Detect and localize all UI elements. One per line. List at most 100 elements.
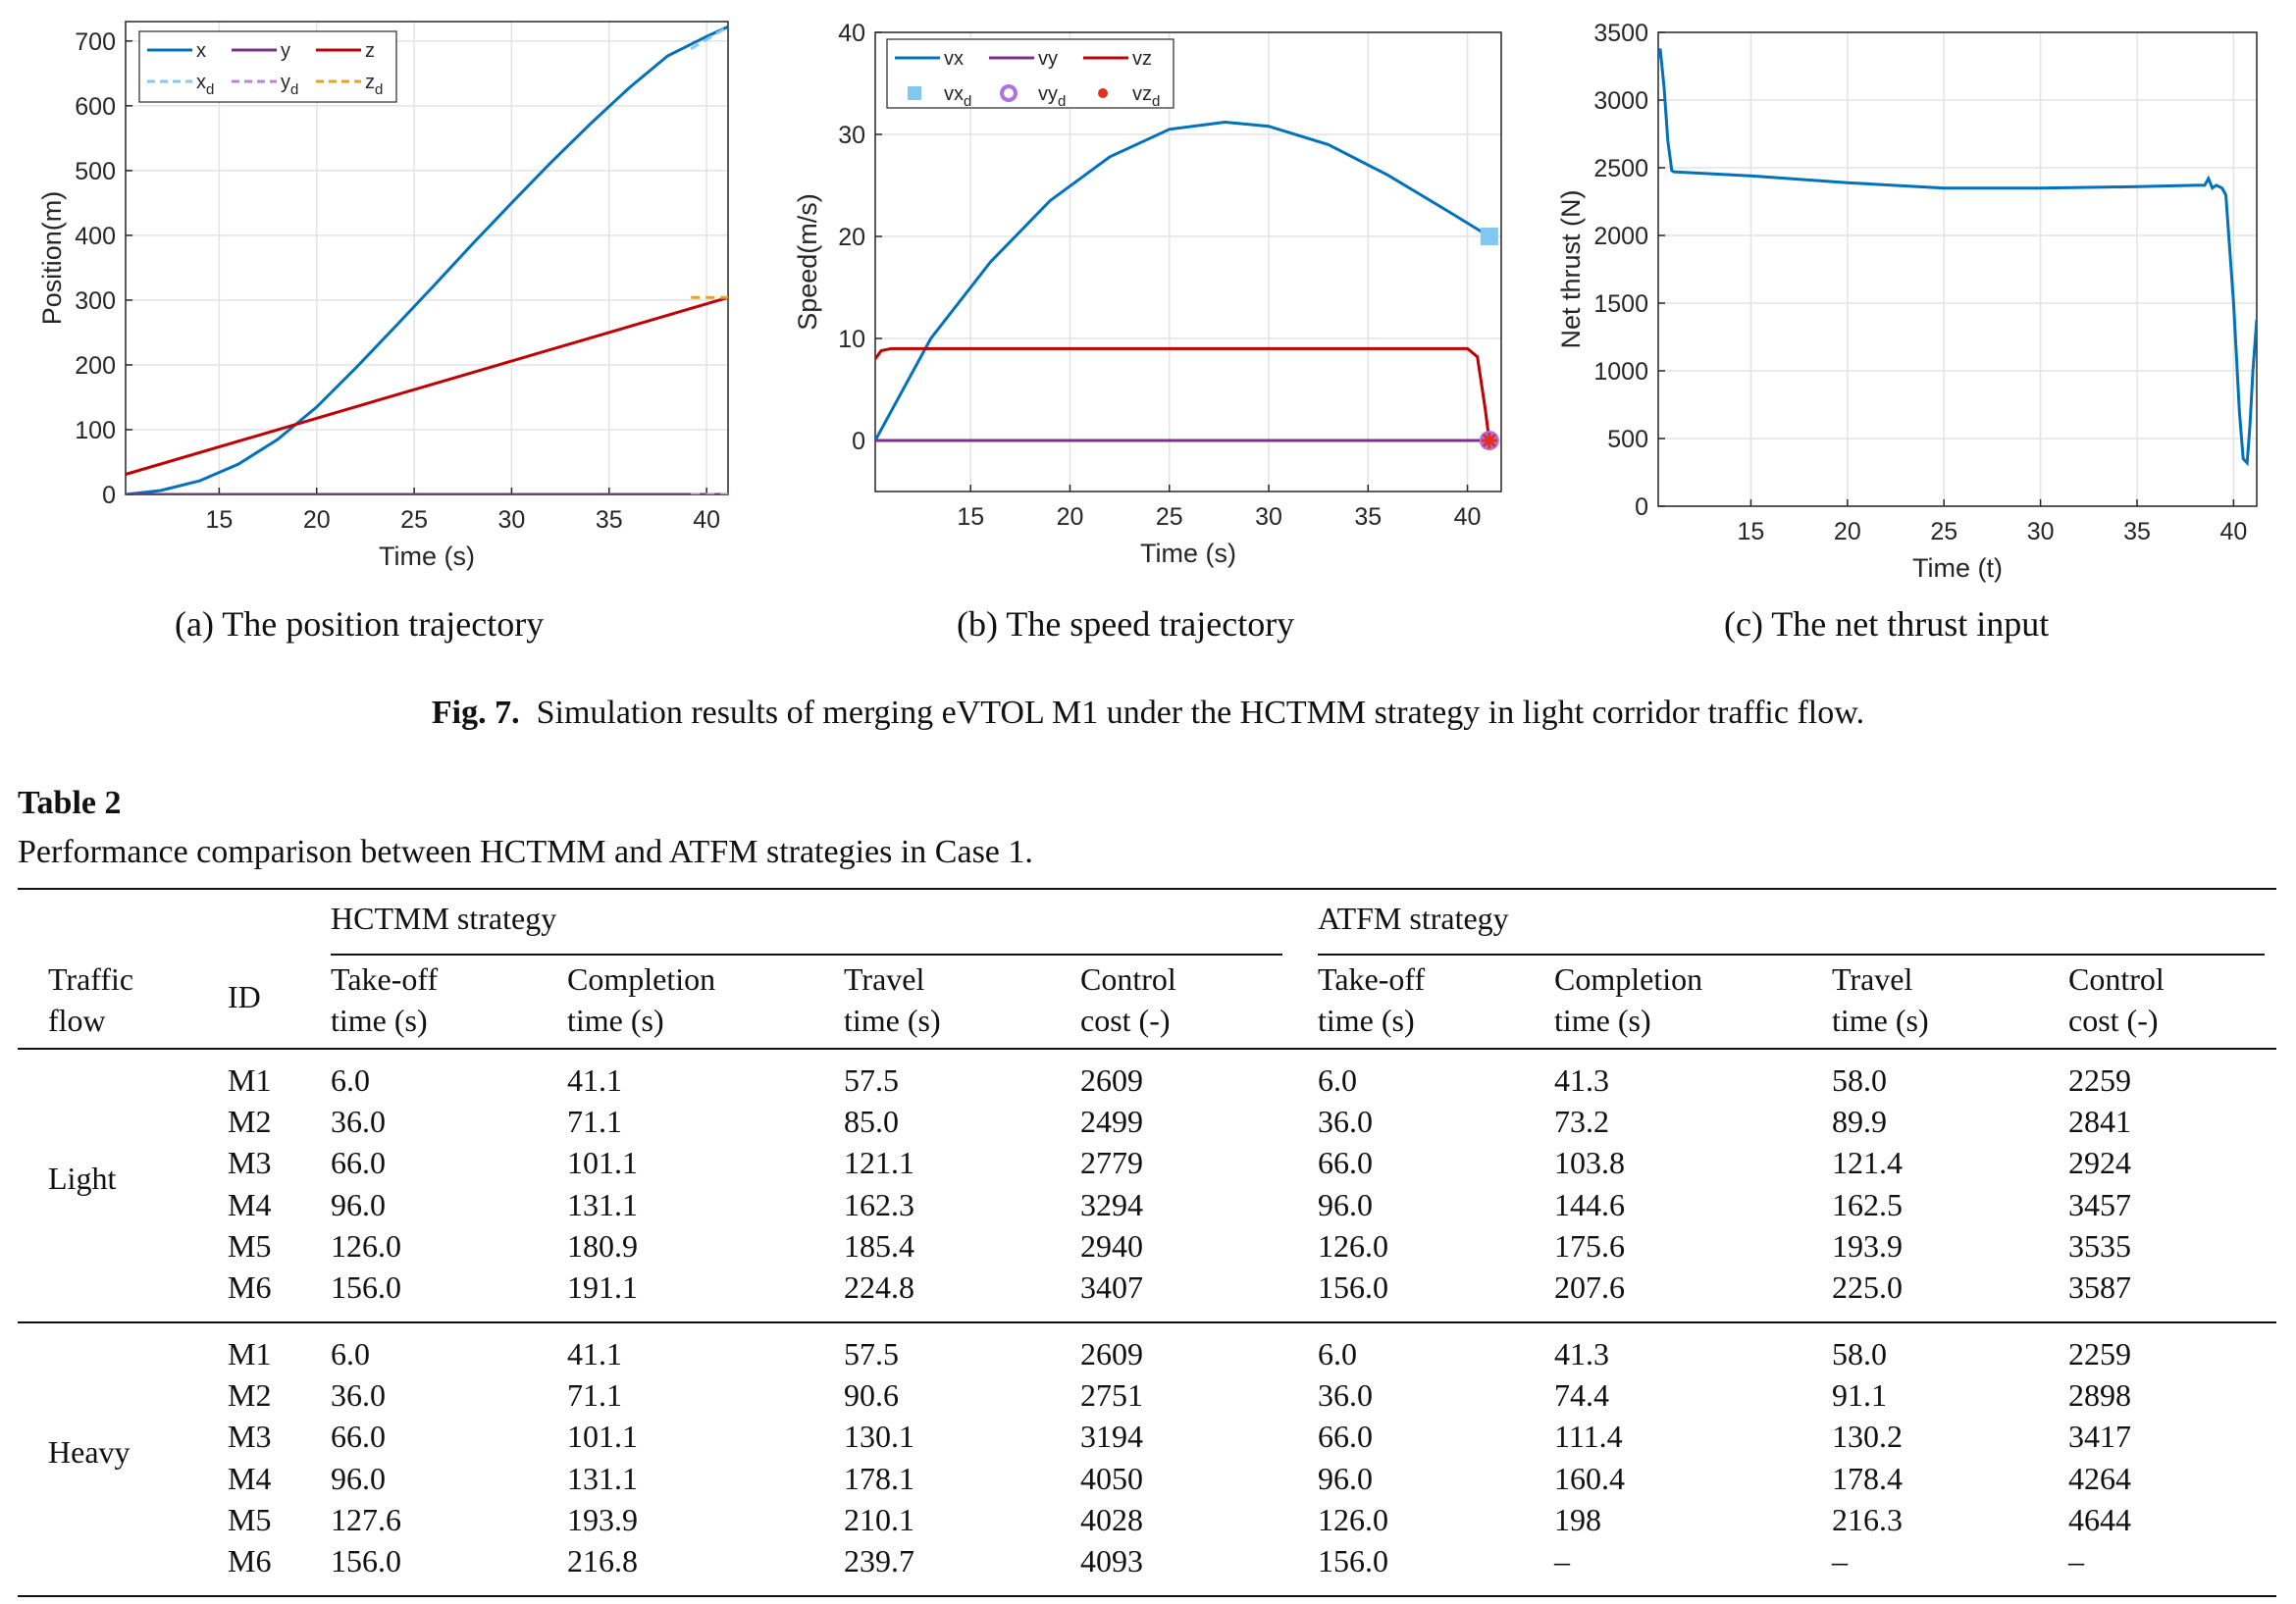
x-tick-label: 20 [1834,518,1861,545]
series-line-x_d [690,26,728,50]
table-cell: 3457 [2068,1186,2131,1222]
y-tick-label: 600 [75,93,116,121]
table-cell: 6.0 [1318,1336,1357,1371]
row-id: M5 [228,1501,272,1537]
performance-table: HCTMM strategy ATFM strategy Traffic flow ID… [18,888,2276,1604]
y-axis-label: Speed(m/s) [793,193,822,331]
table-cell: 162.5 [1832,1186,1903,1222]
figure-label: Fig. 7. [431,695,520,731]
table-cell: 126.0 [331,1227,401,1264]
table-cell: 216.3 [1832,1501,1903,1537]
table-cell: 96.0 [1318,1460,1373,1496]
table-cell: 71.1 [567,1104,622,1140]
x-tick-label: 30 [498,506,526,534]
x-tick-label: 20 [1057,503,1084,531]
x-tick-label: 35 [2123,518,2151,545]
y-tick-label: 1000 [1593,358,1648,386]
legend-swatch [1000,84,1018,102]
table-cell: 193.9 [1832,1227,1903,1264]
table-cell: 126.0 [1318,1501,1388,1537]
table-cell: 96.0 [331,1186,386,1222]
y-tick-label: 0 [852,428,865,455]
column-header: Completion time (s) [567,961,716,1038]
row-id: M5 [228,1227,272,1264]
x-tick-label: 40 [693,506,720,534]
series-line-thrust [1658,48,2257,467]
legend-swatch [1098,88,1108,98]
column-header: Completion time (s) [1554,961,1703,1038]
figure-caption-text: Simulation results of merging eVTOL M1 u… [536,695,1865,731]
table-cell: 121.4 [1832,1145,1903,1181]
series-line-z [126,295,728,476]
row-id: M3 [228,1145,272,1181]
table-cell: 198 [1554,1501,1601,1537]
y-tick-label: 2500 [1593,155,1648,182]
table-cell: 180.9 [567,1227,638,1264]
table-cell: 58.0 [1832,1336,1887,1371]
table-cell: 144.6 [1554,1186,1625,1222]
table-cell: 216.8 [567,1543,638,1578]
x-tick-label: 15 [205,506,233,534]
series-line-vz [875,346,1491,441]
table-cell: 4644 [2068,1501,2131,1537]
group-header-atfm: ATFM strategy [1318,901,1509,936]
table-cell: 193.9 [567,1501,638,1537]
group-header-hctmm: HCTMM strategy [331,901,557,936]
y-tick-label: 10 [838,326,865,353]
table-cell: 210.1 [844,1501,914,1537]
column-header: Travel time (s) [844,961,941,1038]
legend-swatch [908,86,921,100]
plot-frame [1657,31,2258,507]
legend-box [886,38,1174,109]
table-cell: 3294 [1080,1186,1143,1222]
table-cell: 185.4 [844,1227,914,1264]
plot-area [875,32,1501,492]
table-cell: 57.5 [844,1336,899,1371]
table-cell: 156.0 [331,1543,401,1578]
y-tick-label: 400 [75,223,116,250]
table-cell: 111.4 [1554,1419,1623,1455]
table-group-separator [18,1321,2276,1323]
column-header: Traffic flow [48,961,134,1038]
row-id: M2 [228,1104,272,1140]
figure-caption: Fig. 7. Simulation results of merging eV… [0,695,2296,732]
table-cell: – [1832,1543,1848,1578]
atfm-group-rule [1318,954,2265,956]
y-tick-label: 200 [75,352,116,380]
y-tick-label: 500 [75,158,116,185]
y-tick-label: 3000 [1593,87,1648,115]
column-header: Take-off time (s) [1318,961,1426,1038]
table-cell: 58.0 [1832,1062,1887,1098]
table-cell: 2751 [1080,1377,1143,1414]
column-header: Take-off time (s) [331,961,439,1038]
table-cell: 91.1 [1832,1377,1887,1414]
table-cell: 73.2 [1554,1104,1609,1140]
table-cell: 6.0 [1318,1062,1357,1098]
table-cell: 6.0 [331,1062,370,1098]
table-cell: – [2068,1543,2084,1578]
table-cell: 239.7 [844,1543,914,1578]
table-cell: 90.6 [844,1377,899,1414]
row-id: M1 [228,1336,272,1371]
table-cell: – [1554,1543,1570,1578]
legend-label: x [196,40,206,62]
table-cell: 101.1 [567,1419,638,1455]
row-id: M1 [228,1062,272,1098]
table-top-rule [18,888,2276,890]
traffic-flow-label: Light [48,1160,117,1196]
table-cell: 178.4 [1832,1460,1903,1496]
legend-label: y [281,40,290,62]
table-cell: 66.0 [1318,1145,1373,1181]
table-cell: 156.0 [1318,1543,1388,1578]
table-cell: 191.1 [567,1269,638,1305]
table-cell: 2779 [1080,1145,1143,1181]
table-cell: 101.1 [567,1145,638,1181]
table-cell: 41.3 [1554,1336,1609,1371]
table-cell: 126.0 [1318,1227,1388,1264]
table-cell: 2259 [2068,1062,2131,1098]
thrust-chart: 15 20 25 30 35 40 0 500 1000 1500 2000 2500 3000 3500… [1556,20,2258,583]
legend-label: vy [1038,48,1058,70]
table-cell: 36.0 [1318,1377,1373,1414]
table-cell: 89.9 [1832,1104,1887,1140]
table-cell: 36.0 [331,1104,386,1140]
